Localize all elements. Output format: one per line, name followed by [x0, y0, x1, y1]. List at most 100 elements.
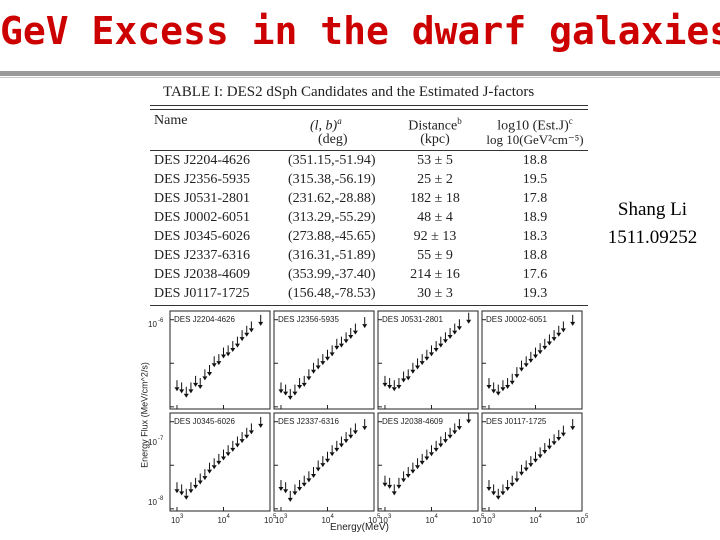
- upper-limit-arrow: [532, 354, 538, 359]
- slide-title: GeV Excess in the dwarf galaxies?: [0, 9, 720, 53]
- upper-limit-arrow: [428, 452, 434, 457]
- upper-limit-arrow: [447, 334, 453, 339]
- upper-limit-arrow: [466, 419, 472, 424]
- plot-panel-frame: [273, 310, 375, 410]
- x-tick-label: 10: [529, 516, 538, 525]
- upper-limit-arrow: [239, 337, 245, 342]
- upper-limit-arrow: [248, 430, 254, 435]
- upper-limit-arrow: [442, 439, 448, 444]
- upper-limit-arrow: [537, 454, 543, 459]
- upper-limit-arrow: [283, 489, 289, 494]
- upper-limit-arrow: [387, 385, 393, 390]
- upper-limit-arrow: [311, 369, 317, 374]
- table-cell-j: 18.3: [522, 229, 548, 244]
- upper-limit-arrow: [329, 352, 335, 357]
- upper-limit-arrow: [188, 489, 194, 494]
- upper-limit-arrow: [315, 365, 321, 370]
- upper-limit-arrow: [560, 432, 566, 437]
- y-tick-label: 10: [148, 498, 157, 507]
- upper-limit-arrow: [500, 491, 506, 496]
- upper-limit-arrow: [428, 352, 434, 357]
- upper-limit-arrow: [396, 385, 402, 390]
- header-lb: (l, b)a: [310, 116, 342, 134]
- plot-panel-title: DES J2356-5935: [278, 315, 339, 324]
- upper-limit-arrow: [424, 356, 430, 361]
- table-cell-name: DES J2038-4609: [154, 267, 251, 282]
- upper-limit-arrow: [491, 389, 497, 394]
- upper-limit-arrow: [244, 332, 250, 337]
- table-cell-name: DES J2337-6316: [154, 248, 251, 263]
- x-tick-label: 10: [264, 516, 273, 525]
- upper-limit-arrow: [401, 378, 407, 383]
- upper-limit-arrow: [230, 447, 236, 452]
- upper-limit-arrow: [306, 478, 312, 483]
- table-cell-lb: (351.15,-51.94): [288, 153, 376, 168]
- plot-panel-frame: [377, 412, 479, 512]
- y-tick-exponent: -8: [158, 496, 164, 502]
- plot-panel-title: DES J2204-4626: [174, 315, 235, 324]
- upper-limit-arrow: [174, 387, 180, 392]
- title-divider-thin: [0, 77, 720, 78]
- table-cell-dist: 30 ± 3: [417, 286, 453, 301]
- plot-panel-title: DES J0531-2801: [382, 315, 443, 324]
- upper-limit-arrow: [452, 330, 458, 335]
- upper-limit-arrow: [324, 356, 330, 361]
- upper-limit-arrow: [338, 443, 344, 448]
- upper-limit-arrow: [234, 443, 240, 448]
- header-distance-unit: (kpc): [420, 132, 450, 147]
- header-distance: Distanceb: [408, 116, 462, 134]
- upper-limit-arrow: [419, 361, 425, 366]
- upper-limit-arrow: [225, 352, 231, 357]
- upper-limit-arrow: [424, 456, 430, 461]
- table-cell-name: DES J0531-2801: [154, 191, 251, 206]
- plot-panel-title: DES J0002-6051: [486, 315, 547, 324]
- table-header-rule: [150, 150, 588, 151]
- x-tick-label: 10: [321, 516, 330, 525]
- upper-limit-arrow: [542, 450, 548, 455]
- upper-limit-arrow: [391, 491, 397, 496]
- plot-panel-frame: [377, 310, 479, 410]
- flux-plot-grid: DES J2204-4626 DES J2356-5935 DES J0531-28…: [148, 310, 589, 525]
- table-cell-j: 18.8: [522, 153, 548, 168]
- x-tick-label: 10: [576, 516, 585, 525]
- table-cell-j: 19.5: [522, 172, 548, 187]
- upper-limit-arrow: [248, 328, 254, 333]
- table-cell-lb: (273.88,-45.65): [288, 229, 376, 244]
- upper-limit-arrow: [348, 434, 354, 439]
- x-tick-label: 10: [217, 516, 226, 525]
- upper-limit-arrow: [207, 371, 213, 376]
- upper-limit-arrow: [405, 376, 411, 381]
- upper-limit-arrow: [509, 482, 515, 487]
- upper-limit-arrow: [486, 385, 492, 390]
- upper-limit-arrow: [570, 321, 576, 326]
- upper-limit-arrow: [338, 343, 344, 348]
- upper-limit-arrow: [415, 365, 421, 370]
- table-cell-dist: 48 ± 4: [417, 210, 453, 225]
- upper-limit-arrow: [311, 473, 317, 478]
- upper-limit-arrow: [560, 328, 566, 333]
- upper-limit-arrow: [287, 395, 293, 400]
- upper-limit-arrow: [500, 387, 506, 392]
- upper-limit-arrow: [334, 447, 340, 452]
- author-name: Shang Li: [617, 199, 688, 220]
- upper-limit-arrow: [292, 491, 298, 496]
- upper-limit-arrow: [551, 337, 557, 342]
- table-cell-dist: 25 ± 2: [417, 172, 453, 187]
- x-tick-exponent: 3: [492, 514, 496, 520]
- upper-limit-arrow: [334, 345, 340, 350]
- upper-limit-arrow: [315, 467, 321, 472]
- upper-limit-arrow: [452, 430, 458, 435]
- upper-limit-arrow: [292, 391, 298, 396]
- x-tick-exponent: 3: [388, 514, 392, 520]
- table-cell-dist: 53 ± 5: [417, 153, 453, 168]
- table-cell-name: DES J2204-4626: [154, 153, 251, 168]
- y-tick-exponent: -7: [158, 436, 164, 442]
- x-tick-label: 10: [275, 516, 284, 525]
- table-caption: TABLE I: DES2 dSph Candidates and the Es…: [163, 84, 535, 100]
- upper-limit-arrow: [239, 439, 245, 444]
- x-tick-exponent: 5: [273, 514, 277, 520]
- table-cell-dist: 92 ± 13: [413, 229, 457, 244]
- x-tick-exponent: 4: [330, 514, 334, 520]
- table-cell-name: DES J2356-5935: [154, 172, 251, 187]
- upper-limit-arrow: [301, 482, 307, 487]
